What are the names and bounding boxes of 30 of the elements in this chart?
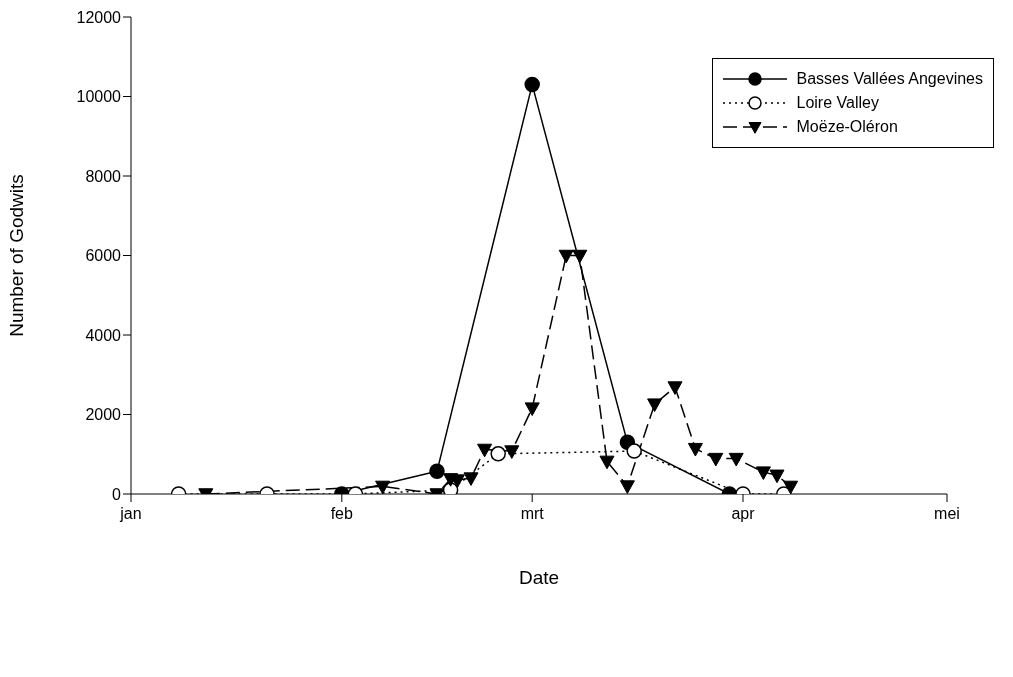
point <box>490 446 506 462</box>
point <box>708 452 724 467</box>
legend-label: Basses Vallées Angevines <box>796 69 983 89</box>
x-axis-title: Date <box>518 567 560 588</box>
y-tick-label: 6000 <box>85 247 122 265</box>
point <box>687 442 703 457</box>
point <box>667 381 683 395</box>
x-tick-label: jan <box>119 505 142 523</box>
point <box>477 443 493 458</box>
y-tick-label: 0 <box>112 485 122 503</box>
x-tick-label: feb <box>330 505 354 523</box>
y-tick-label: 12000 <box>76 8 122 26</box>
point <box>463 472 479 486</box>
point <box>728 452 744 467</box>
x-tick-label: apr <box>731 505 756 523</box>
y-tick-label: 8000 <box>85 167 122 185</box>
x-tick-label: mrt <box>520 505 545 523</box>
point <box>429 463 445 480</box>
point <box>755 466 771 480</box>
legend-label: Moëze-Oléron <box>796 117 898 137</box>
y-tick-label: 4000 <box>85 326 122 344</box>
legend-label: Loire Valley <box>796 93 879 113</box>
x-tick-label: mei <box>934 505 960 523</box>
y-tick-label: 10000 <box>76 88 122 106</box>
point <box>504 445 520 459</box>
point <box>375 480 391 494</box>
point <box>626 443 642 459</box>
point <box>647 398 663 413</box>
y-tick-label: 2000 <box>85 406 122 424</box>
y-axis-title: Number of Godwits <box>5 174 27 337</box>
